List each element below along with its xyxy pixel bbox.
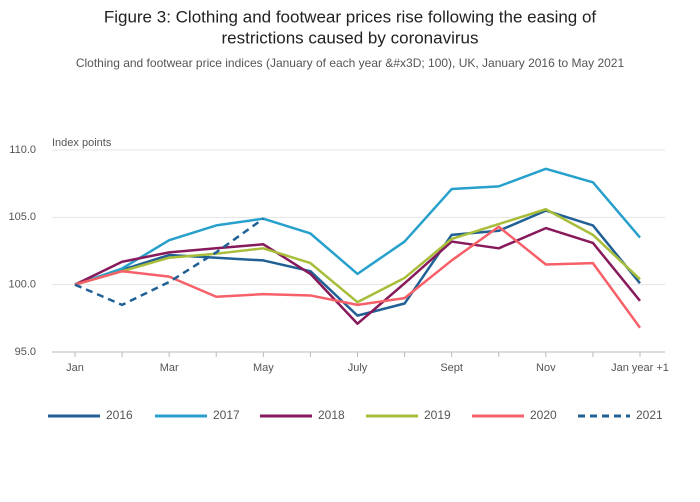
y-tick-label: 105.0 xyxy=(8,211,36,223)
x-tick-label: Sept xyxy=(440,362,463,374)
legend-label: 2021 xyxy=(636,408,663,422)
legend-label: 2019 xyxy=(424,408,451,422)
series-line xyxy=(74,208,641,304)
x-tick-label: Jan xyxy=(66,362,84,374)
y-tick-label: 110.0 xyxy=(9,144,36,156)
x-tick-label: Mar xyxy=(160,362,179,374)
legend-label: 2016 xyxy=(106,408,133,422)
x-tick-label: May xyxy=(253,362,274,374)
chart-subtitle: Clothing and footwear price indices (Jan… xyxy=(76,56,625,70)
chart-title: Figure 3: Clothing and footwear prices r… xyxy=(104,7,597,26)
legend-label: 2017 xyxy=(213,408,240,422)
x-tick-label: Jan year +1 xyxy=(611,362,669,374)
chart-title: restrictions caused by coronavirus xyxy=(221,28,478,47)
series-line xyxy=(74,226,641,325)
series-line xyxy=(74,217,265,307)
x-tick-label: Nov xyxy=(536,362,556,374)
series-line xyxy=(74,225,642,329)
x-tick-label: July xyxy=(348,362,368,374)
legend-label: 2018 xyxy=(318,408,345,422)
y-axis-label: Index points xyxy=(52,137,112,149)
series-line xyxy=(74,167,641,286)
legend-label: 2020 xyxy=(530,408,557,422)
y-tick-label: 100.0 xyxy=(8,279,36,291)
y-tick-label: 95.0 xyxy=(15,346,36,358)
